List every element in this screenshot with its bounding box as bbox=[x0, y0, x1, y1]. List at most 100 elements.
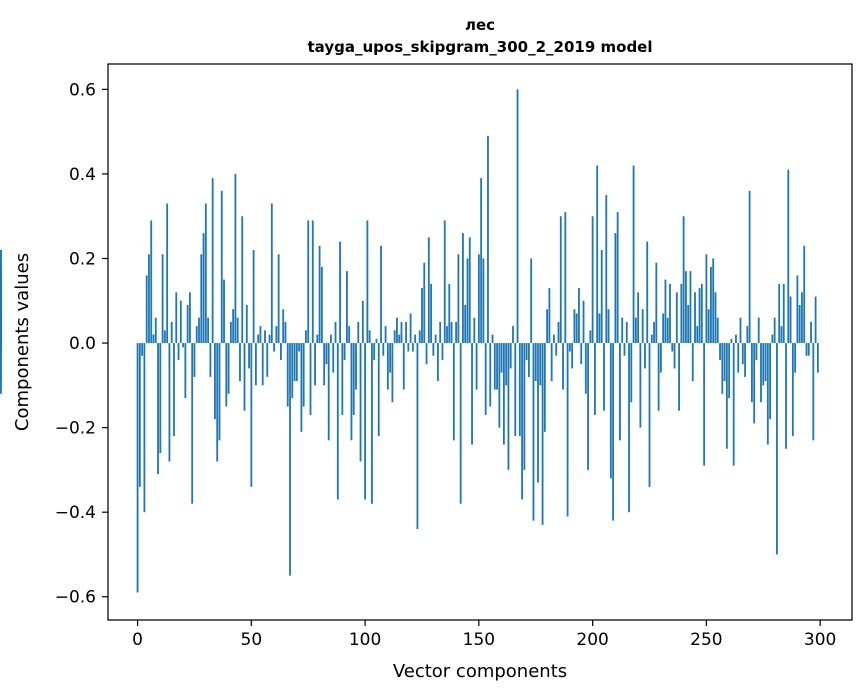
bar bbox=[550, 343, 553, 382]
bar bbox=[691, 343, 694, 382]
bar bbox=[464, 305, 467, 344]
bar bbox=[471, 343, 473, 445]
bar bbox=[261, 343, 264, 386]
bar bbox=[650, 334, 653, 344]
bar bbox=[587, 343, 589, 470]
bar bbox=[309, 343, 312, 415]
bar bbox=[675, 292, 678, 344]
bar bbox=[632, 165, 635, 344]
bar bbox=[380, 245, 382, 344]
bar bbox=[685, 271, 687, 344]
y-tick-label: 0.0 bbox=[69, 334, 96, 354]
bar bbox=[782, 283, 785, 344]
bar bbox=[136, 343, 139, 593]
bar bbox=[518, 343, 521, 437]
bar bbox=[325, 343, 328, 365]
y-tick-label: −0.4 bbox=[55, 503, 96, 523]
bar bbox=[500, 343, 503, 373]
bar bbox=[723, 343, 726, 382]
bar bbox=[537, 343, 539, 483]
bar bbox=[548, 288, 551, 344]
bar bbox=[216, 343, 219, 462]
bar bbox=[771, 334, 774, 344]
bar bbox=[628, 343, 630, 513]
bar bbox=[434, 334, 437, 344]
bar bbox=[305, 330, 307, 344]
bar bbox=[714, 292, 717, 344]
bar bbox=[393, 330, 396, 344]
bar bbox=[578, 288, 580, 344]
bar bbox=[564, 211, 567, 344]
bar bbox=[589, 330, 592, 344]
bar bbox=[480, 178, 483, 344]
x-tick-label: 0 bbox=[132, 630, 143, 650]
bar bbox=[593, 343, 596, 415]
x-tick-label: 150 bbox=[463, 630, 495, 650]
bar bbox=[450, 321, 453, 344]
bar bbox=[239, 343, 241, 382]
bar bbox=[798, 305, 801, 344]
bar bbox=[525, 343, 528, 360]
bar bbox=[382, 343, 385, 356]
bar bbox=[619, 343, 621, 441]
bar bbox=[812, 343, 815, 441]
bar bbox=[193, 343, 196, 377]
bar bbox=[559, 216, 562, 344]
bar bbox=[227, 343, 230, 394]
bar bbox=[323, 343, 326, 386]
bar bbox=[300, 343, 303, 432]
bar bbox=[234, 173, 237, 344]
bar bbox=[778, 283, 781, 344]
bar bbox=[314, 343, 316, 386]
bar bbox=[462, 233, 464, 344]
bar bbox=[582, 300, 585, 344]
x-axis-ticks: 0 50 100 150 200 250 300 bbox=[132, 620, 836, 650]
bar bbox=[295, 343, 298, 382]
x-tick-label: 300 bbox=[804, 630, 836, 650]
bar bbox=[553, 334, 555, 344]
bar bbox=[580, 343, 583, 365]
bar bbox=[336, 343, 339, 500]
bar bbox=[307, 220, 310, 344]
bar bbox=[719, 343, 721, 360]
bar bbox=[430, 283, 432, 344]
bar bbox=[489, 343, 492, 407]
bar bbox=[739, 317, 742, 344]
bar bbox=[204, 203, 207, 344]
bar bbox=[248, 343, 250, 369]
y-tick-label: −0.2 bbox=[55, 419, 96, 439]
bar bbox=[748, 190, 751, 344]
bar bbox=[571, 343, 574, 369]
bar bbox=[195, 326, 198, 344]
x-tick-label: 100 bbox=[349, 630, 381, 650]
bar bbox=[680, 283, 683, 344]
bar bbox=[157, 343, 159, 475]
bar bbox=[145, 275, 148, 344]
bar bbox=[555, 343, 558, 356]
bar bbox=[173, 343, 175, 437]
bar bbox=[762, 343, 765, 386]
bar bbox=[184, 343, 187, 399]
bar bbox=[509, 343, 512, 369]
bar bbox=[609, 343, 612, 479]
bar bbox=[425, 343, 428, 365]
bar bbox=[528, 343, 530, 377]
bar bbox=[466, 258, 469, 344]
bar bbox=[143, 343, 146, 513]
bar bbox=[730, 338, 733, 344]
bars-group bbox=[0, 89, 819, 593]
bar bbox=[405, 321, 407, 344]
bar bbox=[707, 309, 710, 344]
bar bbox=[514, 343, 517, 437]
bar bbox=[532, 343, 535, 521]
bar bbox=[414, 334, 417, 344]
bar bbox=[332, 343, 335, 373]
bar bbox=[468, 237, 471, 344]
bar bbox=[161, 254, 164, 344]
bar bbox=[448, 283, 451, 344]
bar bbox=[339, 241, 341, 344]
bar bbox=[282, 309, 285, 344]
bar bbox=[154, 317, 157, 344]
bar bbox=[0, 343, 2, 394]
bar bbox=[459, 343, 462, 504]
